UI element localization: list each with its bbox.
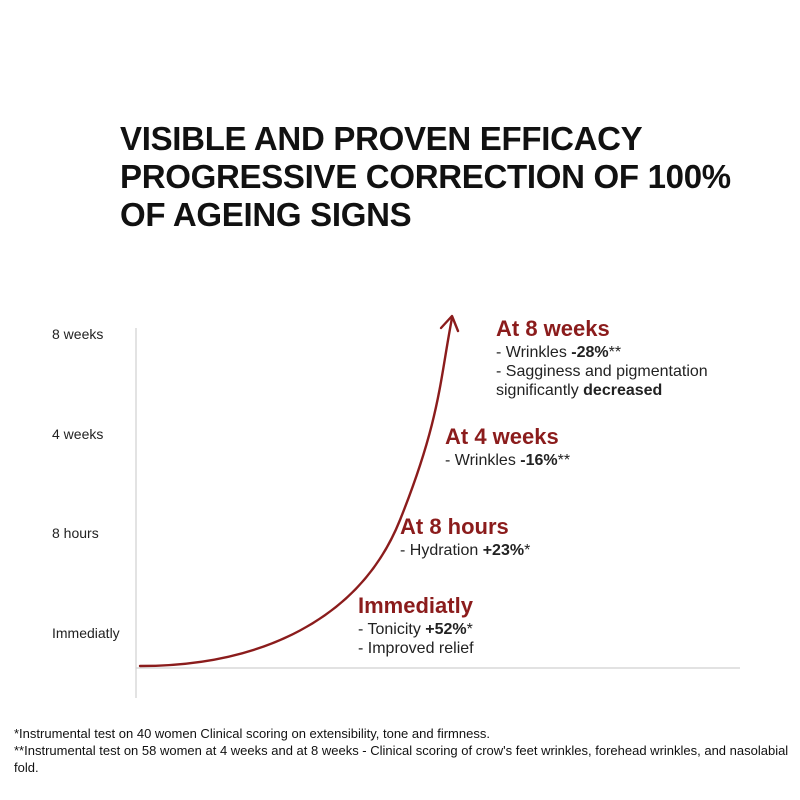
milestone-line: - Sagginess and pigmentation <box>496 363 708 380</box>
milestone-heading: At 8 hours <box>400 514 509 539</box>
y-label-8-hours: 8 hours <box>52 525 99 541</box>
milestone-heading: Immediatly <box>358 593 473 618</box>
milestone-line: significantly decreased <box>496 382 663 399</box>
milestone-8-hours: At 8 hours - Hydration +23%* <box>400 515 530 560</box>
y-label-4-weeks: 4 weeks <box>52 426 104 442</box>
arrow-head-icon <box>439 314 460 333</box>
milestone-line: - Wrinkles -28%** <box>496 344 622 361</box>
milestone-line: - Improved relief <box>358 640 474 657</box>
y-label-8-weeks: 8 weeks <box>52 326 104 342</box>
progress-curve <box>138 316 454 668</box>
title-line-3: OF AGEING SIGNS <box>120 196 412 233</box>
footnote-1: *Instrumental test on 40 women Clinical … <box>14 726 490 741</box>
milestone-4-weeks: At 4 weeks - Wrinkles -16%** <box>445 425 570 470</box>
milestone-line: - Wrinkles -16%** <box>445 452 571 469</box>
milestone-line: - Tonicity +52%* <box>358 621 473 638</box>
page-title: VISIBLE AND PROVEN EFFICACY PROGRESSIVE … <box>120 120 731 234</box>
milestone-immediatly: Immediatly - Tonicity +52%* - Improved r… <box>358 594 474 658</box>
footnote-2: **Instrumental test on 58 women at 4 wee… <box>14 743 789 775</box>
footnotes: *Instrumental test on 40 women Clinical … <box>14 725 794 776</box>
milestone-8-weeks: At 8 weeks - Wrinkles -28%** - Sagginess… <box>496 317 708 400</box>
title-line-1: VISIBLE AND PROVEN EFFICACY <box>120 120 643 157</box>
milestone-line: - Hydration +23%* <box>400 542 531 559</box>
milestone-heading: At 4 weeks <box>445 424 559 449</box>
y-label-immediatly: Immediatly <box>52 625 120 641</box>
milestone-heading: At 8 weeks <box>496 316 610 341</box>
title-line-2: PROGRESSIVE CORRECTION OF 100% <box>120 158 731 195</box>
